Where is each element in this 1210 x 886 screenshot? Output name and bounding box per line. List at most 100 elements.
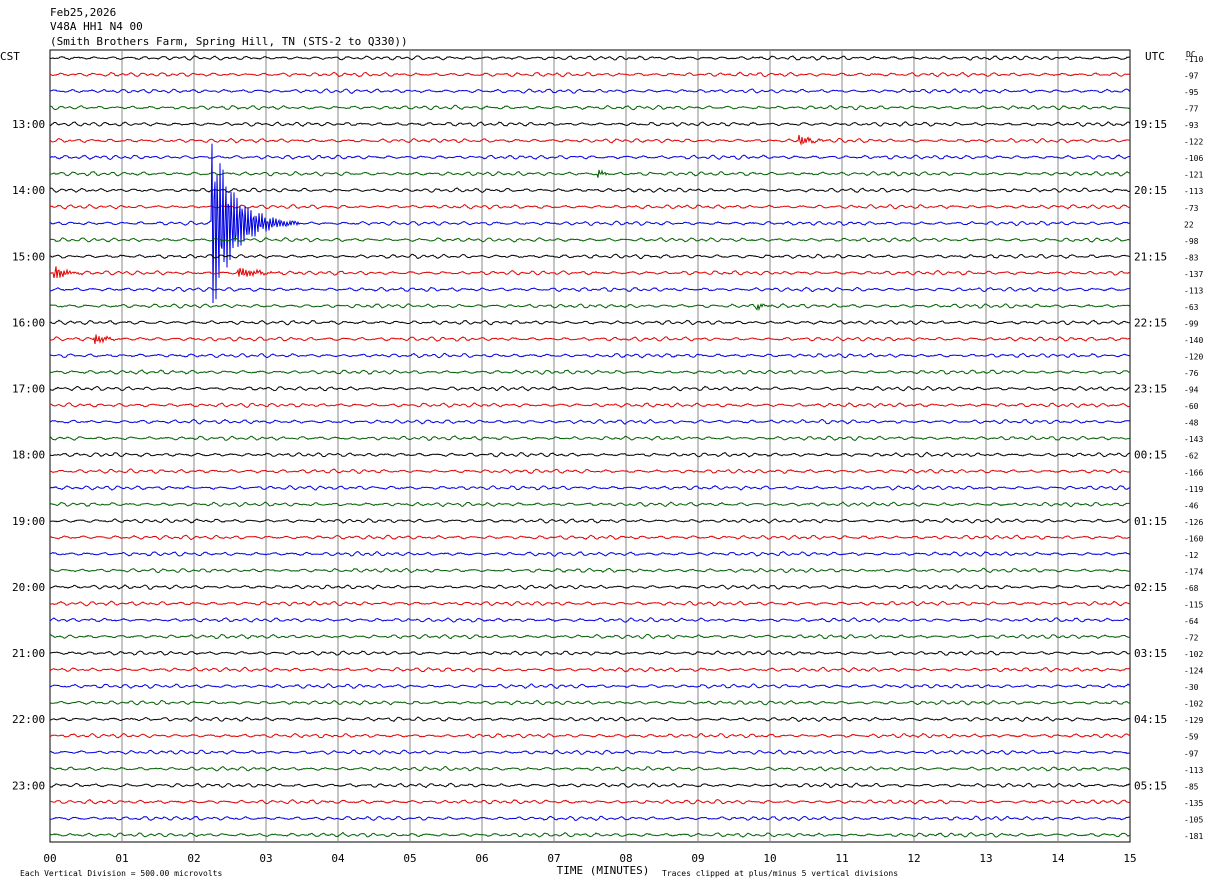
- trace-row: [49, 385, 1131, 392]
- x-tick-label: 00: [43, 852, 56, 865]
- trace-row: [49, 782, 1131, 789]
- dc-offset-label: -102: [1184, 700, 1203, 709]
- trace-row: [49, 169, 1131, 178]
- left-hour-label: 15:00: [12, 250, 45, 263]
- dc-offset-label: -95: [1184, 88, 1199, 97]
- trace-row: [49, 716, 1131, 723]
- trace-row: [49, 187, 1131, 194]
- dc-offset-label: -93: [1184, 121, 1199, 130]
- trace-row: [49, 468, 1130, 474]
- header-location: (Smith Brothers Farm, Spring Hill, TN (S…: [50, 35, 408, 48]
- right-hour-label: 03:15: [1134, 647, 1167, 660]
- dc-offset-label: -59: [1184, 733, 1199, 742]
- dc-offset-label: -77: [1184, 105, 1199, 114]
- right-hour-label: 01:15: [1134, 515, 1167, 528]
- x-tick-label: 12: [907, 852, 920, 865]
- trace-row: [49, 666, 1131, 673]
- dc-offset-label: -64: [1184, 617, 1199, 626]
- dc-offset-label: -160: [1184, 534, 1203, 543]
- trace-row: [49, 134, 1131, 146]
- left-hour-label: 20:00: [12, 581, 45, 594]
- header-station: V48A HH1 N4 00: [50, 20, 143, 33]
- right-hour-label: 19:15: [1134, 118, 1167, 131]
- x-tick-label: 05: [403, 852, 416, 865]
- dc-offset-label: -115: [1184, 600, 1203, 609]
- dc-offset-label: -60: [1184, 402, 1199, 411]
- trace-row: [50, 319, 1131, 326]
- x-tick-label: 11: [835, 852, 848, 865]
- trace-row: [49, 286, 1131, 293]
- trace-row: [49, 303, 1131, 312]
- dc-offset-label: -119: [1184, 485, 1203, 494]
- dc-offset-label: -85: [1184, 782, 1199, 791]
- left-hour-label: 16:00: [12, 316, 45, 329]
- trace-row: [49, 501, 1130, 508]
- trace-row: [49, 121, 1131, 127]
- trace-row: [49, 451, 1131, 458]
- dc-offset-label: -122: [1184, 138, 1203, 147]
- dc-offset-label: -113: [1184, 187, 1203, 196]
- x-tick-label: 06: [475, 852, 488, 865]
- trace-row: [49, 617, 1130, 623]
- left-hour-label: 18:00: [12, 449, 45, 462]
- trace-row: [49, 732, 1131, 739]
- trace-row: [49, 633, 1131, 640]
- dc-offset-label: -105: [1184, 815, 1203, 824]
- trace-row: [49, 699, 1131, 706]
- trace-row: [49, 253, 1131, 260]
- right-hour-label: 02:15: [1134, 581, 1167, 594]
- dc-offset-label: -124: [1184, 667, 1203, 676]
- left-hour-label: 13:00: [12, 118, 45, 131]
- dc-offset-label: -143: [1184, 435, 1203, 444]
- dc-offset-label: -120: [1184, 353, 1203, 362]
- dc-offset-label: -99: [1184, 319, 1199, 328]
- dc-offset-label: -30: [1184, 683, 1199, 692]
- dc-offset-label: -62: [1184, 452, 1199, 461]
- trace-row: [49, 567, 1131, 574]
- dc-offset-label: -98: [1184, 237, 1199, 246]
- trace-row: [49, 435, 1131, 442]
- trace-row: [49, 484, 1131, 491]
- dc-offset-label: -137: [1184, 270, 1203, 279]
- left-hour-label: 14:00: [12, 184, 45, 197]
- left-hour-label: 22:00: [12, 713, 45, 726]
- x-tick-label: 09: [691, 852, 704, 865]
- dc-offset-label: -73: [1184, 204, 1199, 213]
- dc-offset-label: -106: [1184, 154, 1203, 163]
- trace-row: [49, 154, 1131, 161]
- right-hour-label: 00:15: [1134, 449, 1167, 462]
- trace-row: [49, 204, 1131, 210]
- scale-note: Each Vertical Division = 500.00 microvol…: [20, 869, 222, 878]
- x-tick-label: 07: [547, 852, 560, 865]
- left-hour-label: 21:00: [12, 647, 45, 660]
- dc-offset-label: -113: [1184, 766, 1203, 775]
- trace-row: [49, 600, 1131, 607]
- right-timezone-label: UTC: [1145, 50, 1165, 63]
- left-hour-label: 17:00: [12, 383, 45, 396]
- dc-offset-label: -68: [1184, 584, 1199, 593]
- dc-offset-label: -166: [1184, 468, 1203, 477]
- x-tick-label: 01: [115, 852, 128, 865]
- x-tick-label: 14: [1051, 852, 1065, 865]
- x-tick-label: 02: [187, 852, 200, 865]
- dc-offset-label: -129: [1184, 716, 1203, 725]
- trace-row: [49, 352, 1131, 359]
- left-timezone-label: CST: [0, 50, 20, 63]
- trace-row: [49, 584, 1131, 590]
- dc-offset-label: -97: [1184, 72, 1199, 81]
- trace-row: [49, 831, 1131, 838]
- trace-row: [49, 369, 1131, 375]
- header-date: Feb25,2026: [50, 6, 117, 19]
- dc-offset-label: -72: [1184, 634, 1199, 643]
- left-hour-label: 23:00: [12, 779, 45, 792]
- dc-offset-label: -121: [1184, 171, 1203, 180]
- dc-offset-label: -76: [1184, 369, 1199, 378]
- dc-offset-label: -181: [1184, 832, 1203, 841]
- dc-header-label: DC: [1186, 50, 1196, 59]
- right-hour-label: 21:15: [1134, 250, 1167, 263]
- trace-row: [49, 683, 1131, 689]
- trace-row: [49, 334, 1131, 345]
- right-hour-label: 05:15: [1134, 779, 1167, 792]
- plot-frame: [49, 49, 1131, 843]
- trace-row: [50, 815, 1131, 822]
